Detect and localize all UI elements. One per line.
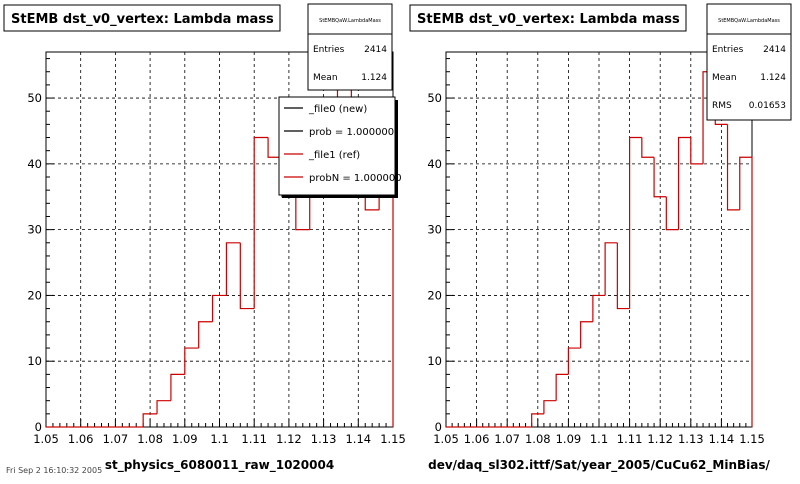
- stats-label: Entries: [313, 45, 345, 55]
- histogram-bin: [211, 294, 227, 322]
- stats-label: Entries: [712, 45, 744, 55]
- x-tick-label: 1.06: [464, 432, 490, 446]
- title-box: [409, 4, 687, 32]
- histogram-bin: [170, 373, 185, 401]
- y-tick-label: 10: [27, 354, 42, 368]
- histogram-bin: [239, 242, 255, 310]
- histogram-bin: [592, 294, 606, 322]
- histogram-bin: [677, 136, 691, 230]
- histogram-bin: [690, 137, 704, 165]
- histogram-bin: [267, 137, 282, 158]
- title-box: [3, 4, 281, 32]
- legend-entry-label: probN = 1.000000: [309, 173, 402, 184]
- histogram-bin: [726, 124, 740, 211]
- x-tick-label: 1.08: [137, 432, 163, 446]
- x-tick-label: 1.1: [210, 432, 228, 446]
- y-tick-label: 50: [427, 91, 442, 105]
- histogram-bin: [629, 136, 642, 309]
- legend: _file0 (new) prob = 1.000000 _file1 (ref) p…: [278, 96, 402, 198]
- y-tick-label: 30: [27, 223, 42, 237]
- chart-title: StEMB dst_v0_vertex: Lambda mass: [11, 12, 274, 27]
- y-tick-label: 50: [27, 91, 42, 105]
- stats-label: RMS: [712, 101, 732, 111]
- x-tick-label: 1.08: [525, 432, 551, 446]
- y-tick-label: 40: [427, 157, 442, 171]
- histogram-bin: [641, 137, 655, 158]
- histogram-bin: [543, 400, 557, 414]
- x-tick-label: 1.13: [311, 432, 337, 446]
- x-tick-label: 1.1: [590, 432, 608, 446]
- x-tick-label: 1.13: [678, 432, 704, 446]
- histogram-bin: [555, 373, 569, 401]
- y-tick-label: 0: [435, 420, 442, 434]
- legend-entry-label: _file0 (new): [308, 104, 367, 115]
- histogram-bin: [253, 136, 269, 309]
- stats-value: 1.124: [760, 73, 786, 83]
- stats-value: 1.124: [361, 73, 387, 83]
- histogram-bin: [156, 400, 171, 414]
- histogram-bin: [653, 157, 667, 198]
- stats-box: StEMBQaW.LambdaMass Entries 2414 Mean 1.124: [307, 3, 393, 91]
- x-tick-label: 1.07: [103, 432, 129, 446]
- legend-entry-label: _file1 (ref): [308, 150, 360, 161]
- stats-label: Mean: [712, 73, 737, 83]
- x-tick-label: 1.07: [494, 432, 520, 446]
- y-tick-label: 40: [27, 157, 42, 171]
- stats-value: 2414: [763, 45, 786, 55]
- y-tick-label: 20: [27, 288, 42, 302]
- y-tick-label: 20: [427, 288, 442, 302]
- x-tick-label: 1.15: [380, 432, 406, 446]
- x-tick-label: 1.14: [709, 432, 735, 446]
- histogram-bin: [739, 156, 753, 427]
- histogram-bin: [567, 347, 581, 375]
- x-tick-label: 1.12: [276, 432, 302, 446]
- histogram-series: [446, 71, 753, 428]
- histogram-bin: [580, 321, 593, 349]
- legend-entry-label: prob = 1.000000: [309, 127, 394, 138]
- histogram-bin: [531, 413, 544, 427]
- y-tick-label: 30: [427, 223, 442, 237]
- histogram-bin: [295, 196, 310, 231]
- histogram-bin: [142, 413, 158, 427]
- x-tick-label: 1.05: [433, 432, 459, 446]
- x-tick-label: 1.15: [739, 432, 765, 446]
- chart-panel-1: 1.05 1.06 1.07 1.08 1.09 1.1 1.11 1.12 1.13 1.14 1…: [3, 3, 406, 473]
- stats-box: StEMBQaW.LambdaMass Entries 2414 Mean 1.124 R…: [706, 3, 792, 121]
- x-axis-label: st_physics_6080011_raw_1020004: [105, 458, 334, 473]
- histogram-bin: [665, 196, 679, 231]
- chart-title: StEMB dst_v0_vertex: Lambda mass: [417, 12, 680, 27]
- x-tick-label: 1.12: [647, 432, 673, 446]
- footer-timestamp: Fri Sep 2 16:10:32 2005: [6, 466, 103, 475]
- stats-label: Mean: [313, 73, 338, 83]
- histogram-bin: [198, 321, 213, 349]
- histogram-bin: [184, 347, 199, 375]
- x-tick-label: 1.11: [617, 432, 643, 446]
- stats-value: 2414: [364, 45, 387, 55]
- x-tick-label: 1.11: [241, 432, 267, 446]
- x-tick-label: 1.05: [33, 432, 59, 446]
- x-tick-label: 1.09: [172, 432, 198, 446]
- stats-value: 0.01653: [749, 101, 786, 111]
- x-axis-label: dev/daq_sl302.ittf/Sat/year_2005/CuCu62_…: [428, 458, 770, 473]
- y-tick-label: 10: [427, 354, 442, 368]
- stats-name: StEMBQaW.LambdaMass: [319, 18, 381, 24]
- stats-name: StEMBQaW.LambdaMass: [718, 18, 780, 24]
- histogram-bin: [616, 242, 630, 310]
- histogram-bin: [225, 242, 241, 296]
- x-tick-label: 1.09: [556, 432, 582, 446]
- y-tick-label: 0: [35, 420, 42, 434]
- x-tick-label: 1.14: [345, 432, 371, 446]
- x-tick-label: 1.06: [68, 432, 94, 446]
- chart-panel-2: 1.05 1.06 1.07 1.08 1.09 1.1 1.11 1.12 1.13 1.14 1…: [409, 3, 792, 473]
- histogram-bin: [604, 242, 618, 296]
